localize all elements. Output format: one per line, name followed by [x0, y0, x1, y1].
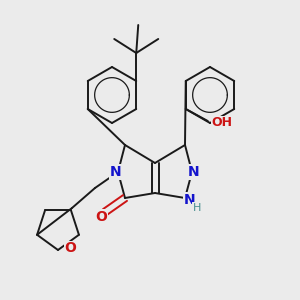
- Text: N: N: [184, 193, 196, 207]
- Text: N: N: [110, 165, 122, 179]
- Text: H: H: [193, 203, 201, 213]
- Text: O: O: [64, 242, 76, 255]
- Text: OH: OH: [211, 116, 232, 130]
- Text: O: O: [95, 210, 107, 224]
- Text: N: N: [188, 165, 200, 179]
